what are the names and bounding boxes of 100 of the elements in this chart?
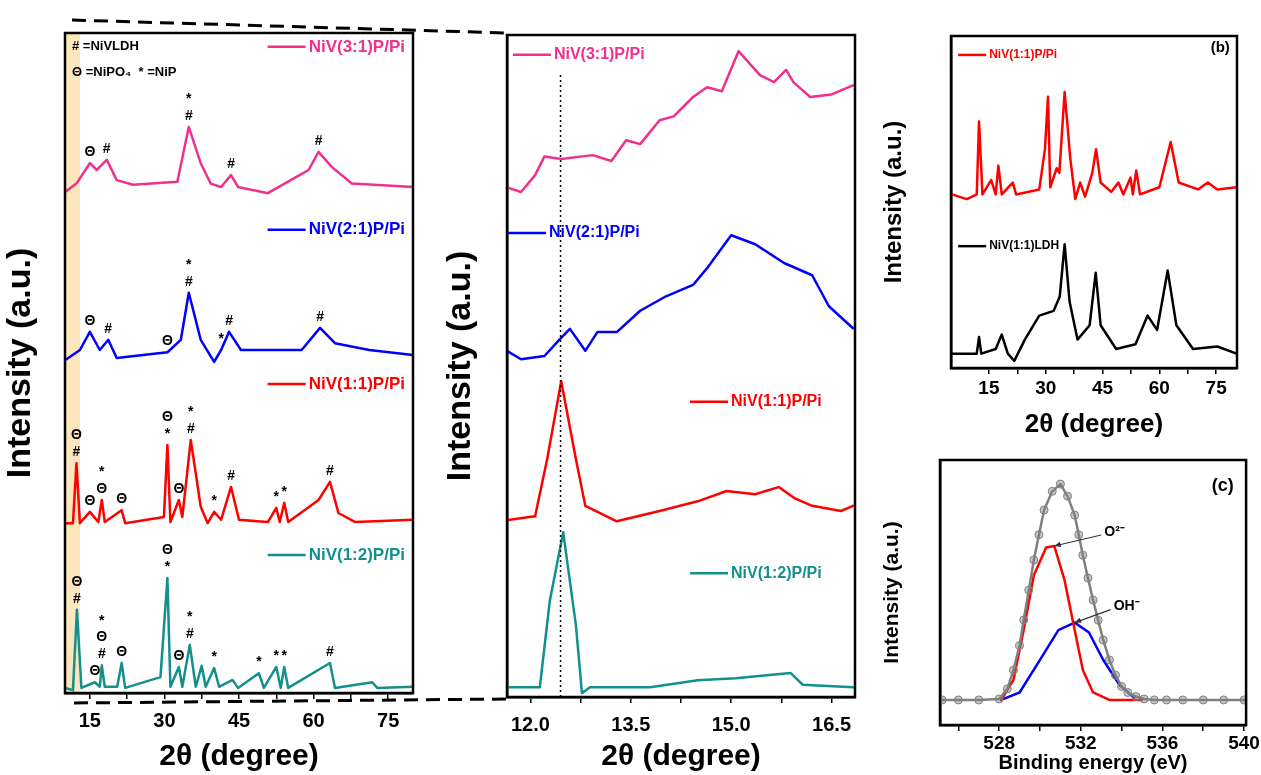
x-tick-label: 16.5	[812, 712, 852, 735]
x-tick-label: 536	[1146, 731, 1179, 753]
legend-label: NiV(2:1)P/Pi	[308, 219, 405, 239]
legend-label: NiV(2:1)P/Pi	[549, 223, 640, 241]
x-tick-label: 15	[78, 708, 101, 731]
x-axis-title: Binding energy (eV)	[998, 750, 1188, 773]
x-tick-label: 60	[1148, 376, 1170, 398]
annotation: O²⁻	[1104, 522, 1125, 539]
point	[1219, 695, 1229, 705]
annotation: #	[225, 311, 234, 328]
text: (b)	[1210, 38, 1230, 56]
point	[1149, 695, 1159, 705]
x-tick-label: 13.5	[611, 712, 651, 735]
annotation: *	[218, 329, 225, 346]
x-tick-label: 45	[1091, 376, 1114, 398]
point	[1111, 670, 1120, 680]
annotation: OH⁻	[1113, 597, 1140, 614]
point	[1088, 595, 1098, 605]
annotation: Θ *	[161, 541, 173, 574]
point	[1070, 510, 1080, 520]
annotation: Θ *	[161, 408, 173, 441]
annotation: Θ	[84, 143, 96, 160]
annotation: *	[273, 487, 280, 504]
point	[974, 695, 984, 705]
legend-label: NiV(1:1)P/Pi	[731, 392, 822, 410]
legend-label: NiV(1:2)P/Pi	[731, 563, 822, 581]
point	[1024, 585, 1034, 595]
x-tick-label: 15	[978, 376, 1000, 398]
x-tick-label: 75	[377, 708, 400, 731]
annotation: #	[102, 139, 111, 156]
annotation: #	[314, 131, 323, 148]
point	[994, 694, 1004, 704]
annotation: Θ	[84, 491, 96, 508]
annotation: #	[227, 466, 236, 483]
annotation: #	[316, 307, 325, 324]
annotation: Θ	[116, 642, 128, 659]
point	[1198, 695, 1208, 705]
y-axis-title: Intensity (a.u.)	[0, 247, 37, 479]
annotation: *	[211, 491, 218, 508]
legend-label: NiV(1:1)P/Pi	[989, 47, 1058, 62]
text: Θ =NiPO₄ * =NiP	[71, 63, 177, 79]
text: # =NiVLDH	[71, 38, 139, 54]
point	[1055, 479, 1065, 489]
annotation: *	[211, 647, 218, 664]
annotation: * #	[184, 255, 193, 289]
point	[1039, 505, 1049, 515]
legend-label: NiV(3:1)P/Pi	[308, 36, 405, 56]
legend-label: NiV(1:2)P/Pi	[308, 544, 405, 564]
point	[1029, 555, 1039, 565]
point	[1083, 573, 1093, 583]
annotation: Θ #	[71, 572, 83, 606]
annotation: * Θ #	[96, 611, 108, 662]
legend-label: NiV(3:1)P/Pi	[553, 45, 645, 63]
point	[1117, 681, 1127, 691]
point	[953, 695, 963, 705]
annotation: * Θ	[96, 463, 108, 496]
x-tick-label: 30	[1035, 376, 1057, 398]
annotation: (c)	[1211, 475, 1234, 496]
legend-label: NiV(1:1)P/Pi	[308, 373, 405, 393]
annotation: Θ #	[70, 426, 82, 460]
point	[1008, 665, 1018, 675]
point	[1104, 655, 1114, 665]
y-axis-title: Intensity (a.u.)	[438, 250, 477, 482]
point	[1162, 695, 1172, 705]
annotation: *	[256, 653, 263, 670]
y-axis-title: Intensity (a.u.)	[879, 120, 907, 284]
point	[1093, 615, 1103, 625]
annotation: Θ	[84, 311, 96, 328]
annotation: * #	[185, 607, 194, 641]
x-tick-label: 528	[983, 731, 1016, 753]
point	[1015, 641, 1025, 650]
point	[1098, 635, 1108, 645]
point	[1178, 695, 1188, 705]
annotation: *	[281, 646, 288, 663]
point	[1063, 491, 1073, 501]
point	[1131, 692, 1141, 702]
annotation: * #	[186, 403, 195, 436]
x-tick-label: 60	[302, 708, 325, 731]
x-tick-label: 45	[227, 708, 251, 731]
x-tick-label: 12.0	[510, 712, 550, 735]
annotation: Θ	[161, 332, 173, 349]
point	[1034, 530, 1044, 540]
y-axis-title: Intensity (a.u.)	[879, 521, 903, 664]
annotation: * #	[184, 90, 193, 123]
x-tick-label: 540	[1228, 731, 1260, 753]
annotation: #	[227, 154, 236, 171]
annotation: #	[104, 319, 113, 336]
annotation: Θ	[173, 646, 185, 663]
x-tick-label: 532	[1064, 731, 1097, 753]
annotation: #	[326, 461, 335, 478]
point	[1019, 615, 1029, 625]
x-tick-label: 75	[1205, 376, 1228, 398]
annotation: Θ	[89, 662, 101, 679]
point	[1139, 694, 1149, 704]
annotation: #	[326, 642, 335, 659]
annotation: *	[281, 482, 288, 499]
point	[1123, 687, 1133, 697]
point	[1047, 486, 1057, 496]
x-tick-label: 15.0	[711, 712, 751, 735]
x-axis-title: 2θ (degree)	[601, 738, 761, 772]
